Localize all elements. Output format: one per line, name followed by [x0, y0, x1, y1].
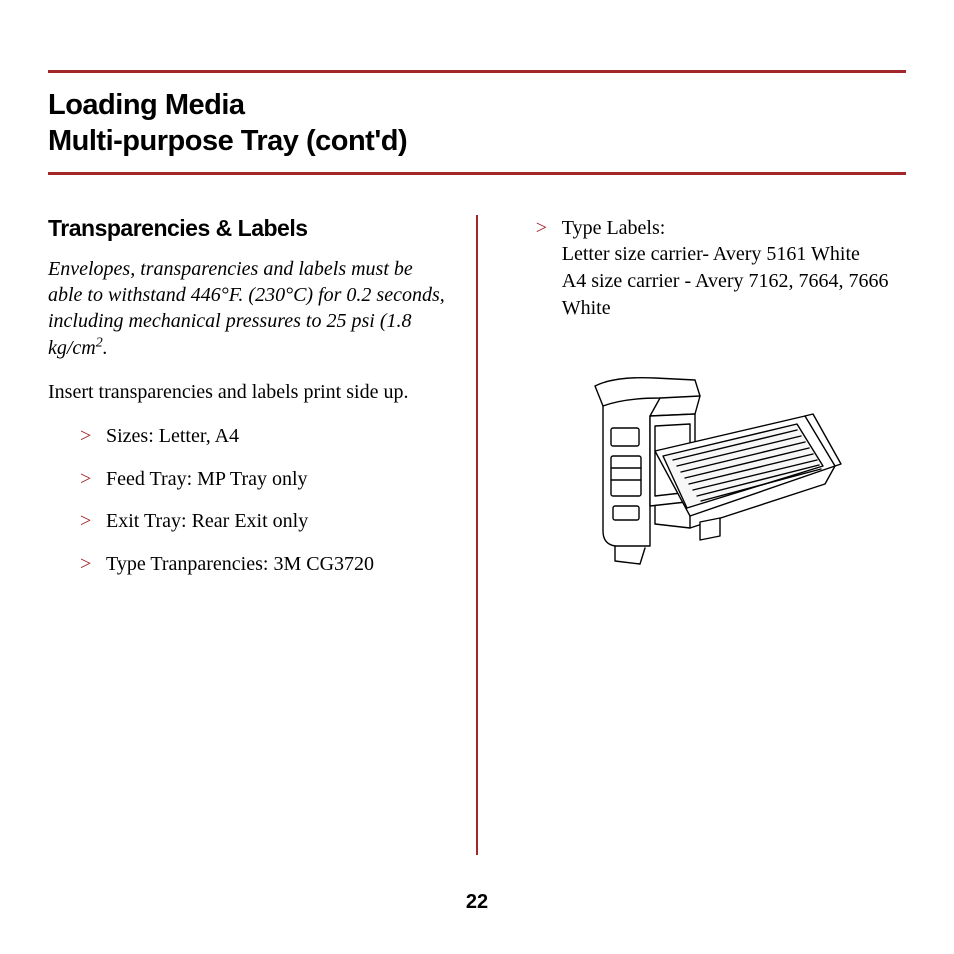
title-line-1: Loading Media: [48, 87, 906, 123]
printer-tray-svg: [555, 356, 855, 586]
list-item: Sizes: Letter, A4: [80, 423, 450, 449]
heat-pressure-note: Envelopes, transparencies and labels mus…: [48, 256, 450, 362]
subhead-transparencies: Transparencies & Labels: [48, 215, 450, 242]
list-item: Type Tranparencies: 3M CG3720: [80, 551, 450, 577]
title-line-2: Multi-purpose Tray (cont'd): [48, 123, 906, 159]
rule-bottom: [48, 172, 906, 175]
printer-tray-illustration: [504, 356, 906, 591]
insert-instruction: Insert transparencies and labels print s…: [48, 379, 450, 405]
spec-list: Sizes: Letter, A4 Feed Tray: MP Tray onl…: [48, 423, 450, 577]
content-columns: Transparencies & Labels Envelopes, trans…: [48, 215, 906, 855]
list-item: Exit Tray: Rear Exit only: [80, 508, 450, 534]
column-right: Type Labels:Letter size carrier- Avery 5…: [478, 215, 906, 855]
page-title-block: Loading Media Multi-purpose Tray (cont'd…: [48, 73, 906, 172]
list-item: Type Labels:Letter size carrier- Avery 5…: [536, 215, 906, 322]
page: Loading Media Multi-purpose Tray (cont'd…: [0, 0, 954, 895]
column-left: Transparencies & Labels Envelopes, trans…: [48, 215, 476, 855]
page-number: 22: [0, 891, 954, 914]
labels-list: Type Labels:Letter size carrier- Avery 5…: [504, 215, 906, 322]
list-item: Feed Tray: MP Tray only: [80, 466, 450, 492]
